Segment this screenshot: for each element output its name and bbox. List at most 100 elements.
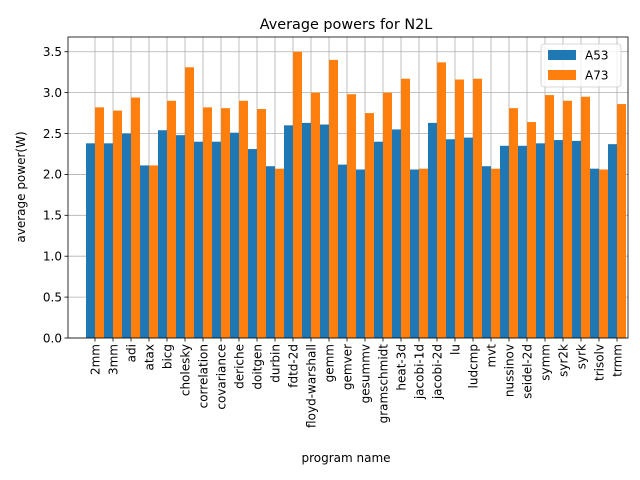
- bar-a53-fdtd-2d: [284, 125, 293, 338]
- bar-a73-doitgen: [257, 108, 266, 338]
- bar-a73-gemm: [329, 59, 338, 339]
- x-tick-label: jacobi-2d: [430, 344, 444, 400]
- x-tick-label: heat-3d: [394, 344, 408, 391]
- bar-a53-doitgen: [248, 149, 257, 338]
- bar-a53-atax: [140, 165, 149, 338]
- bar-a53-2mm: [86, 143, 95, 338]
- x-tick-label: gemm: [322, 344, 336, 382]
- x-axis-label: program name: [301, 451, 390, 465]
- bar-a73-ludcmp: [473, 78, 482, 339]
- bar-a73-2mm: [95, 107, 104, 338]
- bar-a73-bicg: [167, 100, 176, 338]
- plot-frame: [67, 36, 629, 339]
- x-tick-label: gesummv: [358, 344, 372, 403]
- y-tick-label: 2.5: [43, 127, 62, 141]
- y-tick-label: 0.5: [43, 290, 62, 304]
- bar-a73-atax: [149, 165, 158, 338]
- bar-a73-deriche: [239, 100, 248, 338]
- bar-a53-symm: [536, 143, 545, 338]
- x-tick-label: trisolv: [592, 344, 606, 381]
- x-tick-label: correlation: [196, 344, 210, 408]
- y-tick-label: 2.0: [43, 168, 62, 182]
- x-tick-label: seidel-2d: [520, 344, 534, 399]
- bars: [86, 51, 626, 339]
- y-axis-label: average power(W): [14, 131, 28, 242]
- bar-a73-syr2k: [563, 100, 572, 338]
- legend-swatch-a53: [548, 50, 576, 60]
- bar-a53-jacobi-2d: [428, 122, 437, 339]
- bar-a73-fdtd-2d: [293, 51, 302, 338]
- x-tick-label: mvt: [484, 344, 498, 368]
- bar-a53-floyd-warshall: [302, 122, 311, 339]
- bar-a73-adi: [131, 97, 140, 338]
- bar-a53-trisolv: [590, 168, 599, 338]
- bar-a53-cholesky: [176, 135, 185, 338]
- bar-a73-heat-3d: [401, 78, 410, 339]
- bar-a73-jacobi-1d: [419, 168, 428, 338]
- x-tick-label: syrk: [574, 344, 588, 369]
- x-tick-label: fdtd-2d: [286, 344, 300, 388]
- y-tick-label: 0.0: [43, 331, 62, 345]
- x-tick-label: durbin: [268, 344, 282, 383]
- y-axis: 0.0 0.5 1.0 1.5 2.0 2.5 3.0 3.5: [43, 45, 68, 345]
- bar-a53-gemm: [320, 124, 329, 339]
- legend-label-a73: A73: [585, 69, 608, 83]
- x-tick-label: gramschmidt: [376, 344, 390, 424]
- bar-a53-lu: [446, 139, 455, 338]
- bar-a73-mvt: [491, 168, 500, 338]
- y-tick-label: 3.5: [43, 45, 62, 59]
- bar-a53-nussinov: [500, 145, 509, 338]
- x-tick-label: 2mm: [88, 344, 102, 375]
- bar-a53-durbin: [266, 166, 275, 338]
- x-tick-label: trmm: [610, 344, 624, 377]
- bar-a73-trmm: [617, 104, 626, 339]
- bar-a53-heat-3d: [392, 129, 401, 338]
- bar-a53-gemver: [338, 164, 347, 338]
- bar-a53-covariance: [212, 141, 221, 338]
- bar-a73-jacobi-2d: [437, 62, 446, 338]
- bar-a73-seidel-2d: [527, 122, 536, 338]
- bar-a53-mvt: [482, 166, 491, 338]
- bar-a73-covariance: [221, 108, 230, 338]
- bar-a73-symm: [545, 95, 554, 339]
- x-tick-label: adi: [124, 344, 138, 362]
- x-tick-label: cholesky: [178, 344, 192, 396]
- legend-swatch-a73: [548, 70, 576, 80]
- bar-a73-floyd-warshall: [311, 92, 320, 338]
- x-tick-label: nussinov: [502, 344, 516, 397]
- bar-a73-correlation: [203, 107, 212, 338]
- x-tick-label: deriche: [232, 344, 246, 389]
- bar-a53-seidel-2d: [518, 145, 527, 338]
- bar-a73-gramschmidt: [383, 92, 392, 338]
- x-tick-label: bicg: [160, 344, 174, 369]
- x-tick-label: atax: [142, 344, 156, 371]
- x-tick-label: ludcmp: [466, 344, 480, 388]
- x-tick-label: 3mm: [106, 344, 120, 375]
- bar-a53-3mm: [104, 143, 113, 338]
- bar-a53-syr2k: [554, 140, 563, 338]
- bar-a53-correlation: [194, 141, 203, 338]
- bar-a73-nussinov: [509, 108, 518, 338]
- x-tick-label: covariance: [214, 344, 228, 410]
- bar-a73-gesummv: [365, 113, 374, 338]
- bar-a53-gesummv: [356, 169, 365, 338]
- bar-a73-gemver: [347, 94, 356, 338]
- bar-a53-syrk: [572, 140, 581, 338]
- bar-a73-lu: [455, 79, 464, 339]
- x-tick-label: doitgen: [250, 344, 264, 390]
- chart-title: Average powers for N2L: [260, 17, 433, 33]
- x-tick-label: gemver: [340, 344, 354, 390]
- x-tick-label: lu: [448, 344, 462, 355]
- bar-a53-gramschmidt: [374, 141, 383, 338]
- bar-a73-durbin: [275, 168, 284, 338]
- bar-a53-deriche: [230, 132, 239, 338]
- y-tick-label: 1.0: [43, 250, 62, 264]
- x-tick-label: floyd-warshall: [304, 344, 318, 428]
- legend-label-a53: A53: [585, 49, 608, 63]
- x-tick-label: jacobi-1d: [412, 344, 426, 400]
- x-tick-label: syr2k: [556, 344, 570, 377]
- bar-a53-ludcmp: [464, 137, 473, 338]
- y-tick-label: 1.5: [43, 209, 62, 223]
- bar-a73-trisolv: [599, 169, 608, 338]
